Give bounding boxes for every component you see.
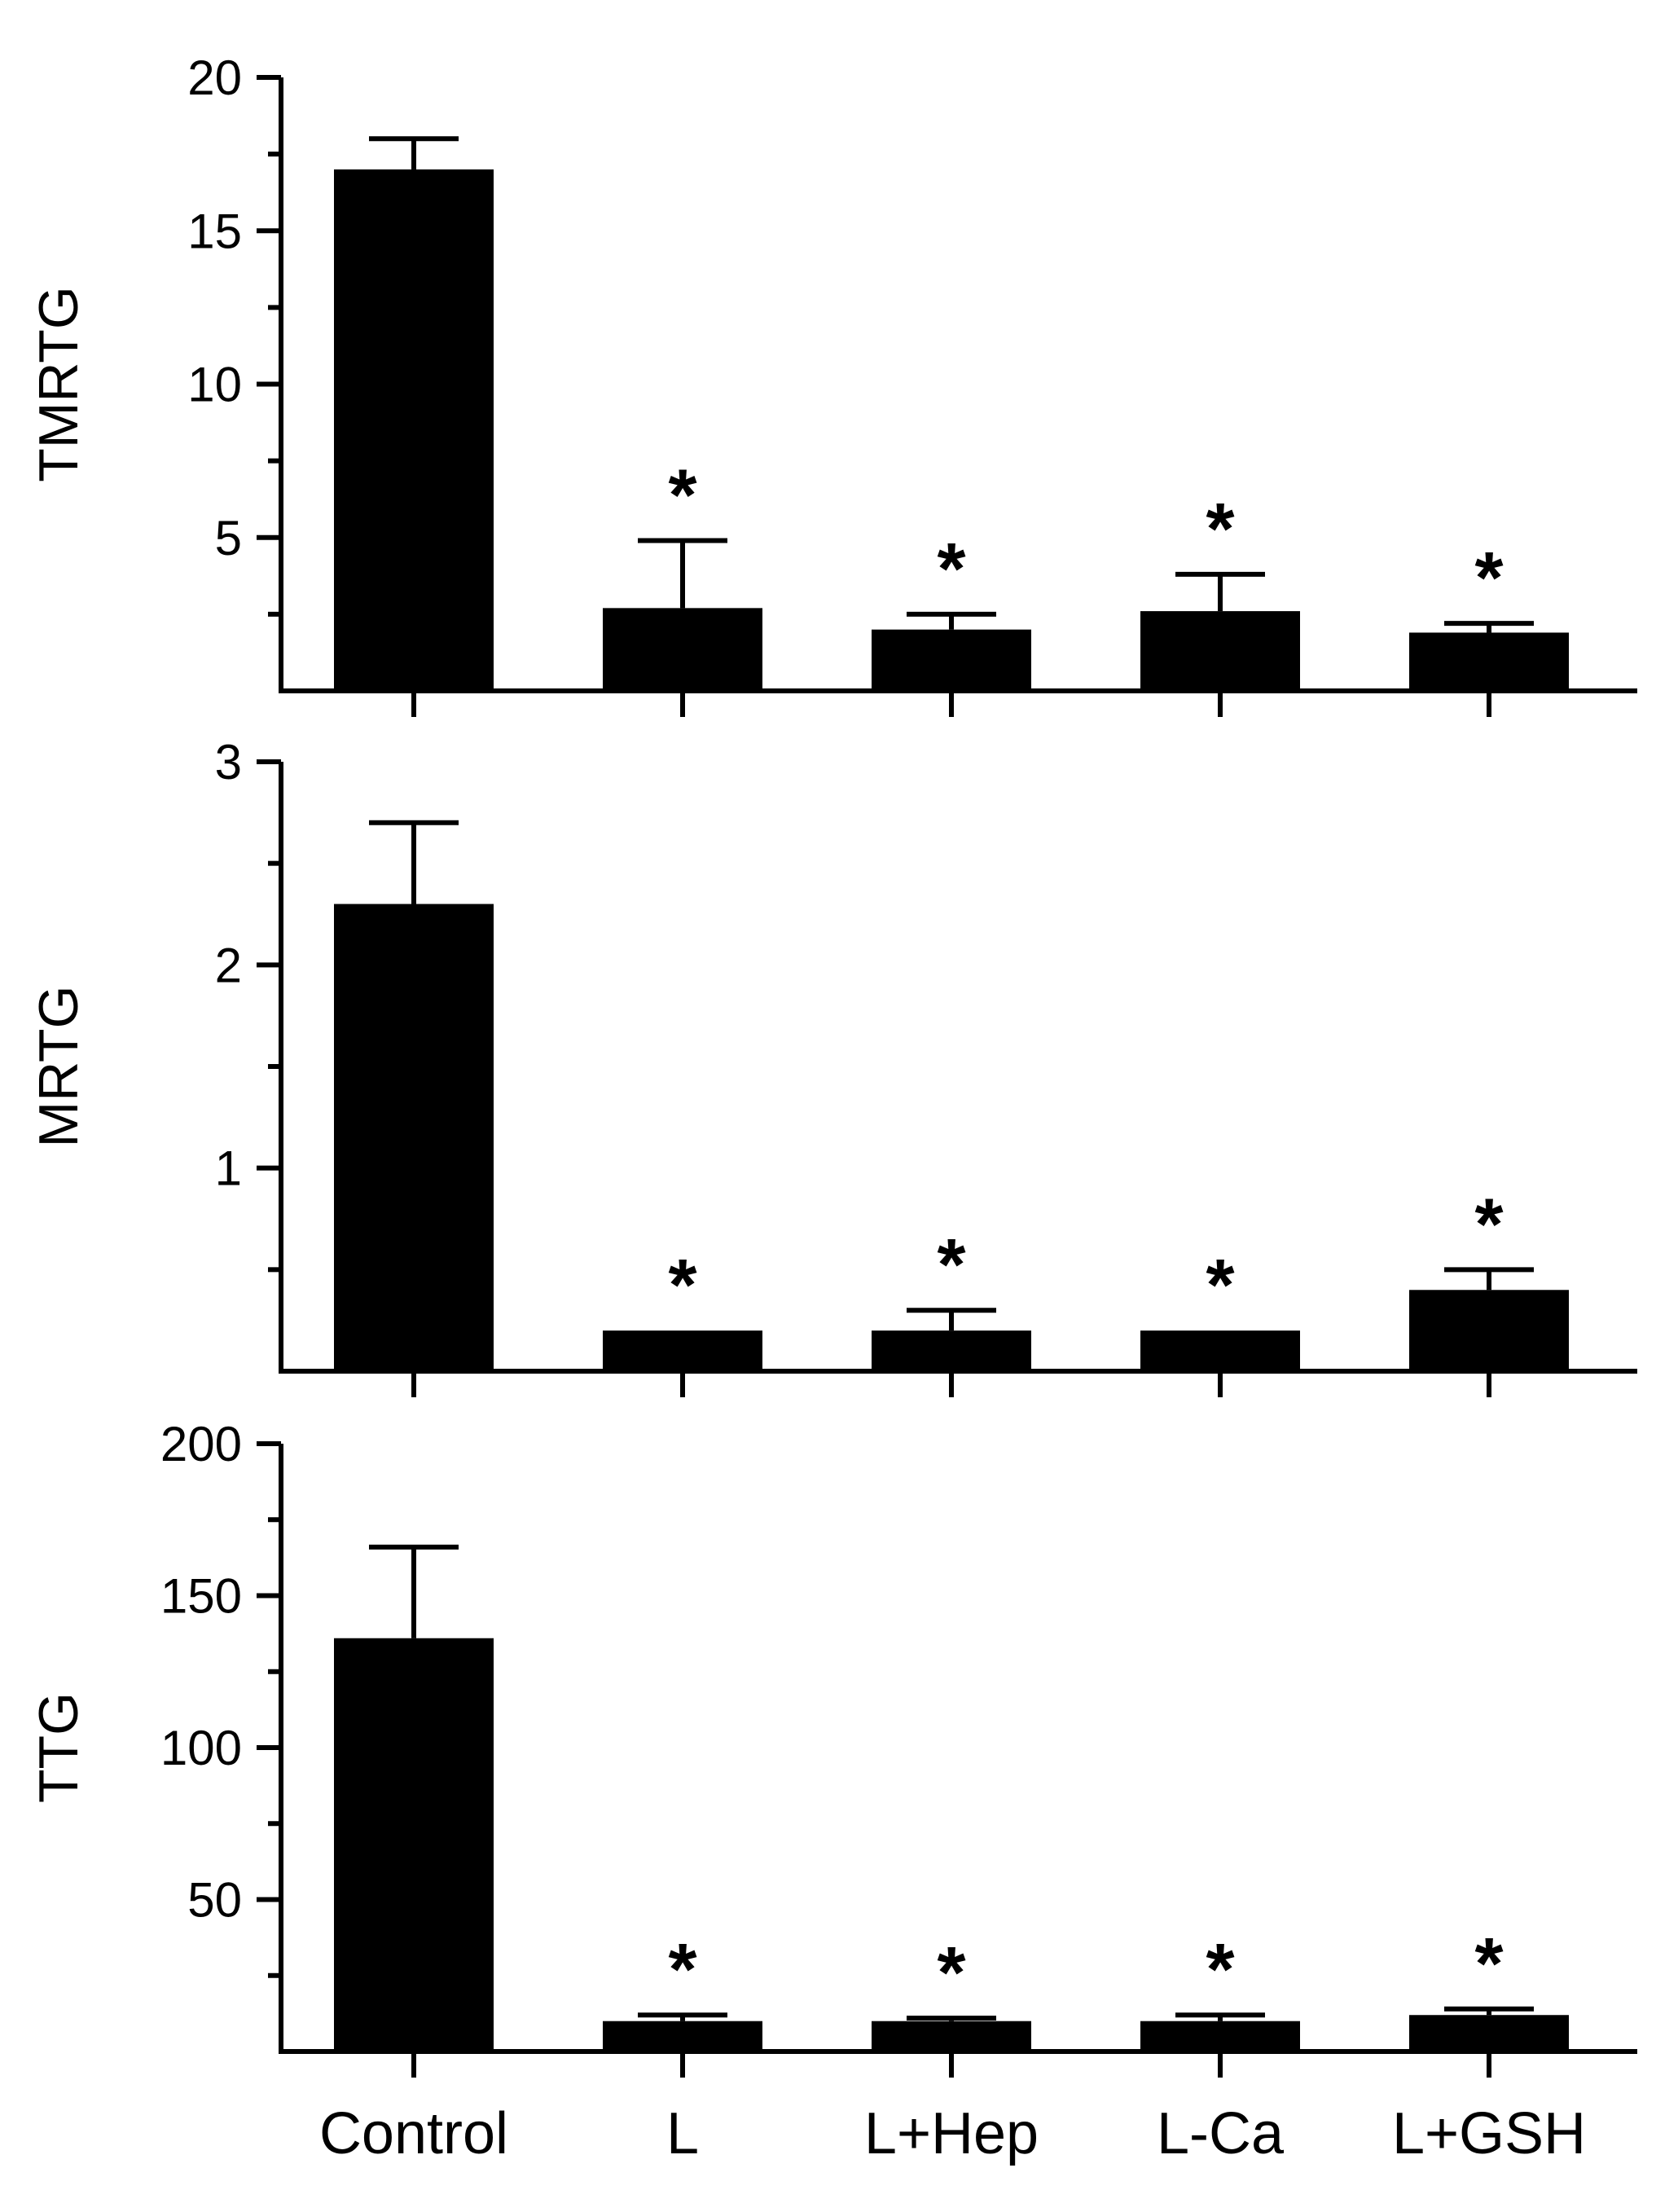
y-tick-label: 20 [187, 51, 242, 105]
significance-marker: * [1474, 538, 1503, 619]
significance-marker: * [937, 1933, 965, 2014]
y-tick-label: 2 [215, 938, 242, 992]
bar-l-hep [872, 629, 1031, 691]
bar-l-gsh [1409, 2015, 1569, 2051]
y-tick-label: 100 [160, 1721, 242, 1775]
bar-l [603, 1330, 762, 1371]
bar-l-ca [1140, 1330, 1300, 1371]
y-axis-title: TTG [28, 1692, 90, 1803]
bar-l-hep [872, 1330, 1031, 1371]
y-axis-title: MRTG [28, 986, 90, 1148]
significance-marker: * [668, 1245, 696, 1326]
x-category-label: L [666, 2101, 699, 2166]
y-tick-label: 200 [160, 1417, 242, 1471]
significance-marker: * [668, 455, 696, 537]
significance-marker: * [1206, 1245, 1234, 1326]
y-axis-title: TMRTG [28, 286, 90, 482]
y-tick-label: 50 [187, 1873, 242, 1928]
y-tick-label: 15 [187, 204, 242, 258]
bar-l-ca [1140, 611, 1300, 691]
y-tick-label: 5 [215, 511, 242, 565]
x-category-label: Control [319, 2101, 508, 2166]
y-tick-label: 10 [187, 358, 242, 412]
significance-marker: * [1474, 1924, 1503, 2005]
bar-control [334, 1638, 494, 2051]
bar-l [603, 2021, 762, 2051]
significance-marker: * [937, 1225, 965, 1306]
x-category-label: L+GSH [1392, 2101, 1586, 2166]
bar-l-gsh [1409, 632, 1569, 691]
y-tick-label: 3 [215, 735, 242, 789]
x-category-label: L+Hep [864, 2101, 1039, 2166]
significance-marker: * [668, 1929, 696, 2011]
x-category-label: L-Ca [1157, 2101, 1285, 2166]
bar-control [334, 904, 494, 1371]
y-tick-label: 150 [160, 1569, 242, 1624]
bar-l-ca [1140, 2021, 1300, 2051]
significance-marker: * [1206, 489, 1234, 570]
y-tick-label: 1 [215, 1141, 242, 1196]
bar-control [334, 169, 494, 691]
significance-marker: * [1206, 1929, 1234, 2011]
bar-l [603, 608, 762, 691]
bar-l-gsh [1409, 1290, 1569, 1371]
significance-marker: * [1474, 1184, 1503, 1265]
significance-marker: * [937, 529, 965, 610]
bar-l-hep [872, 2021, 1031, 2051]
